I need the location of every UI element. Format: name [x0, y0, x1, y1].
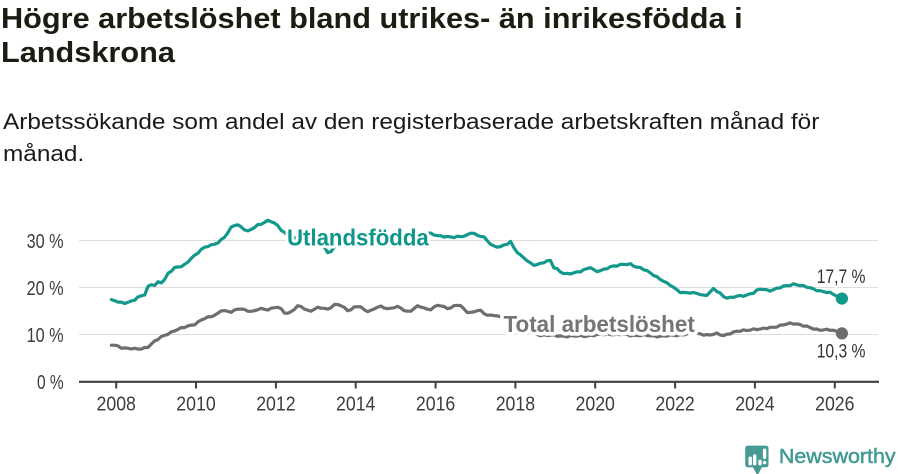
svg-text:10 %: 10 % — [27, 325, 64, 347]
svg-text:10,3 %: 10,3 % — [817, 340, 866, 362]
svg-text:2008: 2008 — [97, 394, 136, 416]
svg-text:2020: 2020 — [576, 394, 615, 416]
svg-text:2012: 2012 — [256, 394, 295, 416]
svg-text:2022: 2022 — [655, 394, 694, 416]
svg-text:30 %: 30 % — [27, 231, 64, 253]
svg-text:2016: 2016 — [416, 394, 455, 416]
svg-text:2026: 2026 — [815, 394, 854, 416]
svg-text:20 %: 20 % — [27, 278, 64, 300]
svg-text:2010: 2010 — [176, 394, 215, 416]
svg-text:2018: 2018 — [496, 394, 535, 416]
svg-text:0 %: 0 % — [37, 372, 64, 394]
svg-text:17,7 %: 17,7 % — [817, 266, 866, 288]
svg-text:2024: 2024 — [735, 394, 774, 416]
svg-text:2014: 2014 — [336, 394, 375, 416]
svg-text:Total arbetslöshet: Total arbetslöshet — [504, 311, 695, 337]
svg-text:Newsworthy: Newsworthy — [779, 445, 896, 468]
svg-text:Utlandsfödda: Utlandsfödda — [287, 224, 430, 250]
